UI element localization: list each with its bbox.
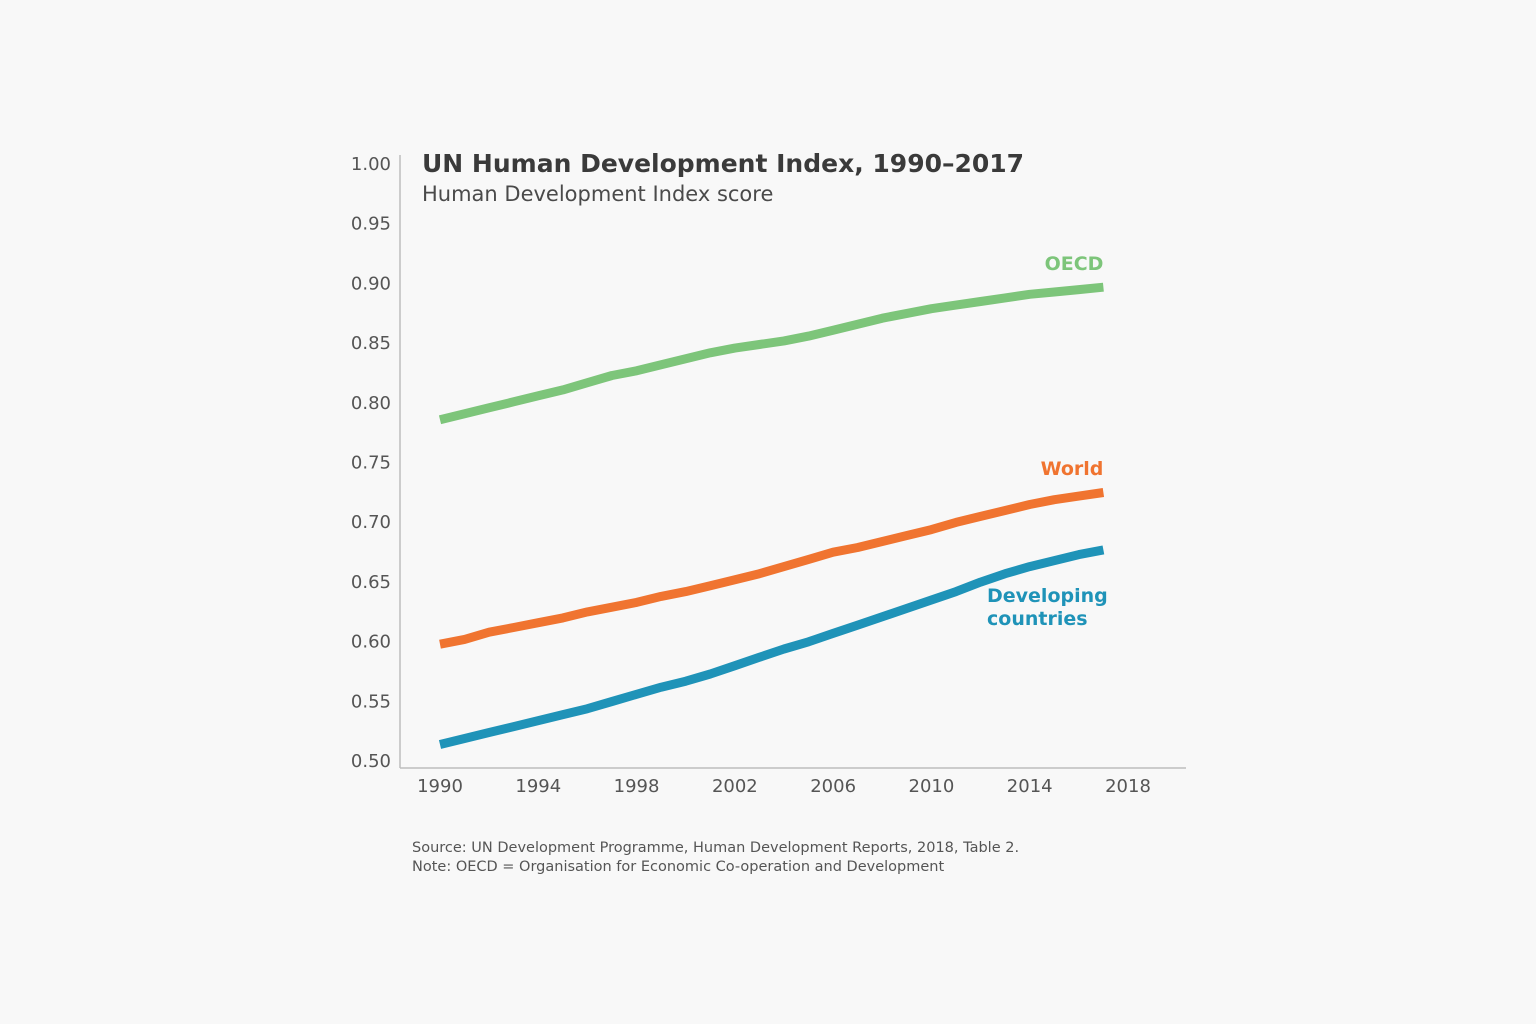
y-tick-label: 0.65: [351, 572, 391, 593]
source-note: Source: UN Development Programme, Human …: [412, 840, 1019, 856]
x-tick-label: 2018: [1105, 776, 1151, 797]
chart-title: UN Human Development Index, 1990–2017: [422, 149, 1024, 178]
x-tick-label: 2006: [810, 776, 856, 797]
chart-subtitle: Human Development Index score: [422, 182, 773, 206]
y-tick-label: 0.55: [351, 691, 391, 712]
y-tick-label: 0.90: [351, 273, 391, 294]
x-tick-label: 2010: [909, 776, 955, 797]
series-line-oecd: [438, 282, 1104, 425]
x-tick-label: 1994: [515, 776, 561, 797]
series-label: countries: [987, 608, 1088, 630]
series-label: World: [1041, 458, 1104, 480]
x-tick-label: 1998: [614, 776, 660, 797]
y-tick-label: 0.70: [351, 512, 391, 533]
y-tick-label: 0.50: [351, 751, 391, 772]
series-label: OECD: [1045, 253, 1104, 275]
x-tick-label: 1990: [417, 776, 463, 797]
series-label: Developing: [987, 585, 1108, 607]
series-line-developing-countries: [438, 545, 1105, 749]
abbreviation-note: Note: OECD = Organisation for Economic C…: [412, 859, 944, 875]
y-tick-label: 0.80: [351, 393, 391, 414]
series-group: [438, 282, 1105, 749]
y-tick-label: 0.75: [351, 453, 391, 474]
series-line-world: [439, 488, 1105, 649]
x-tick-label: 2014: [1007, 776, 1053, 797]
y-tick-label: 1.00: [351, 154, 391, 175]
y-tick-label: 0.60: [351, 632, 391, 653]
x-tick-label: 2002: [712, 776, 758, 797]
x-axis: 1990 1994 1998 2002 2006 2010 2014 2018: [400, 767, 1186, 797]
y-tick-label: 0.95: [351, 214, 391, 235]
y-tick-label: 0.85: [351, 333, 391, 354]
y-axis: 0.50 0.55 0.60 0.65 0.70 0.75 0.80 0.85 0.90 0.95…: [351, 154, 401, 772]
